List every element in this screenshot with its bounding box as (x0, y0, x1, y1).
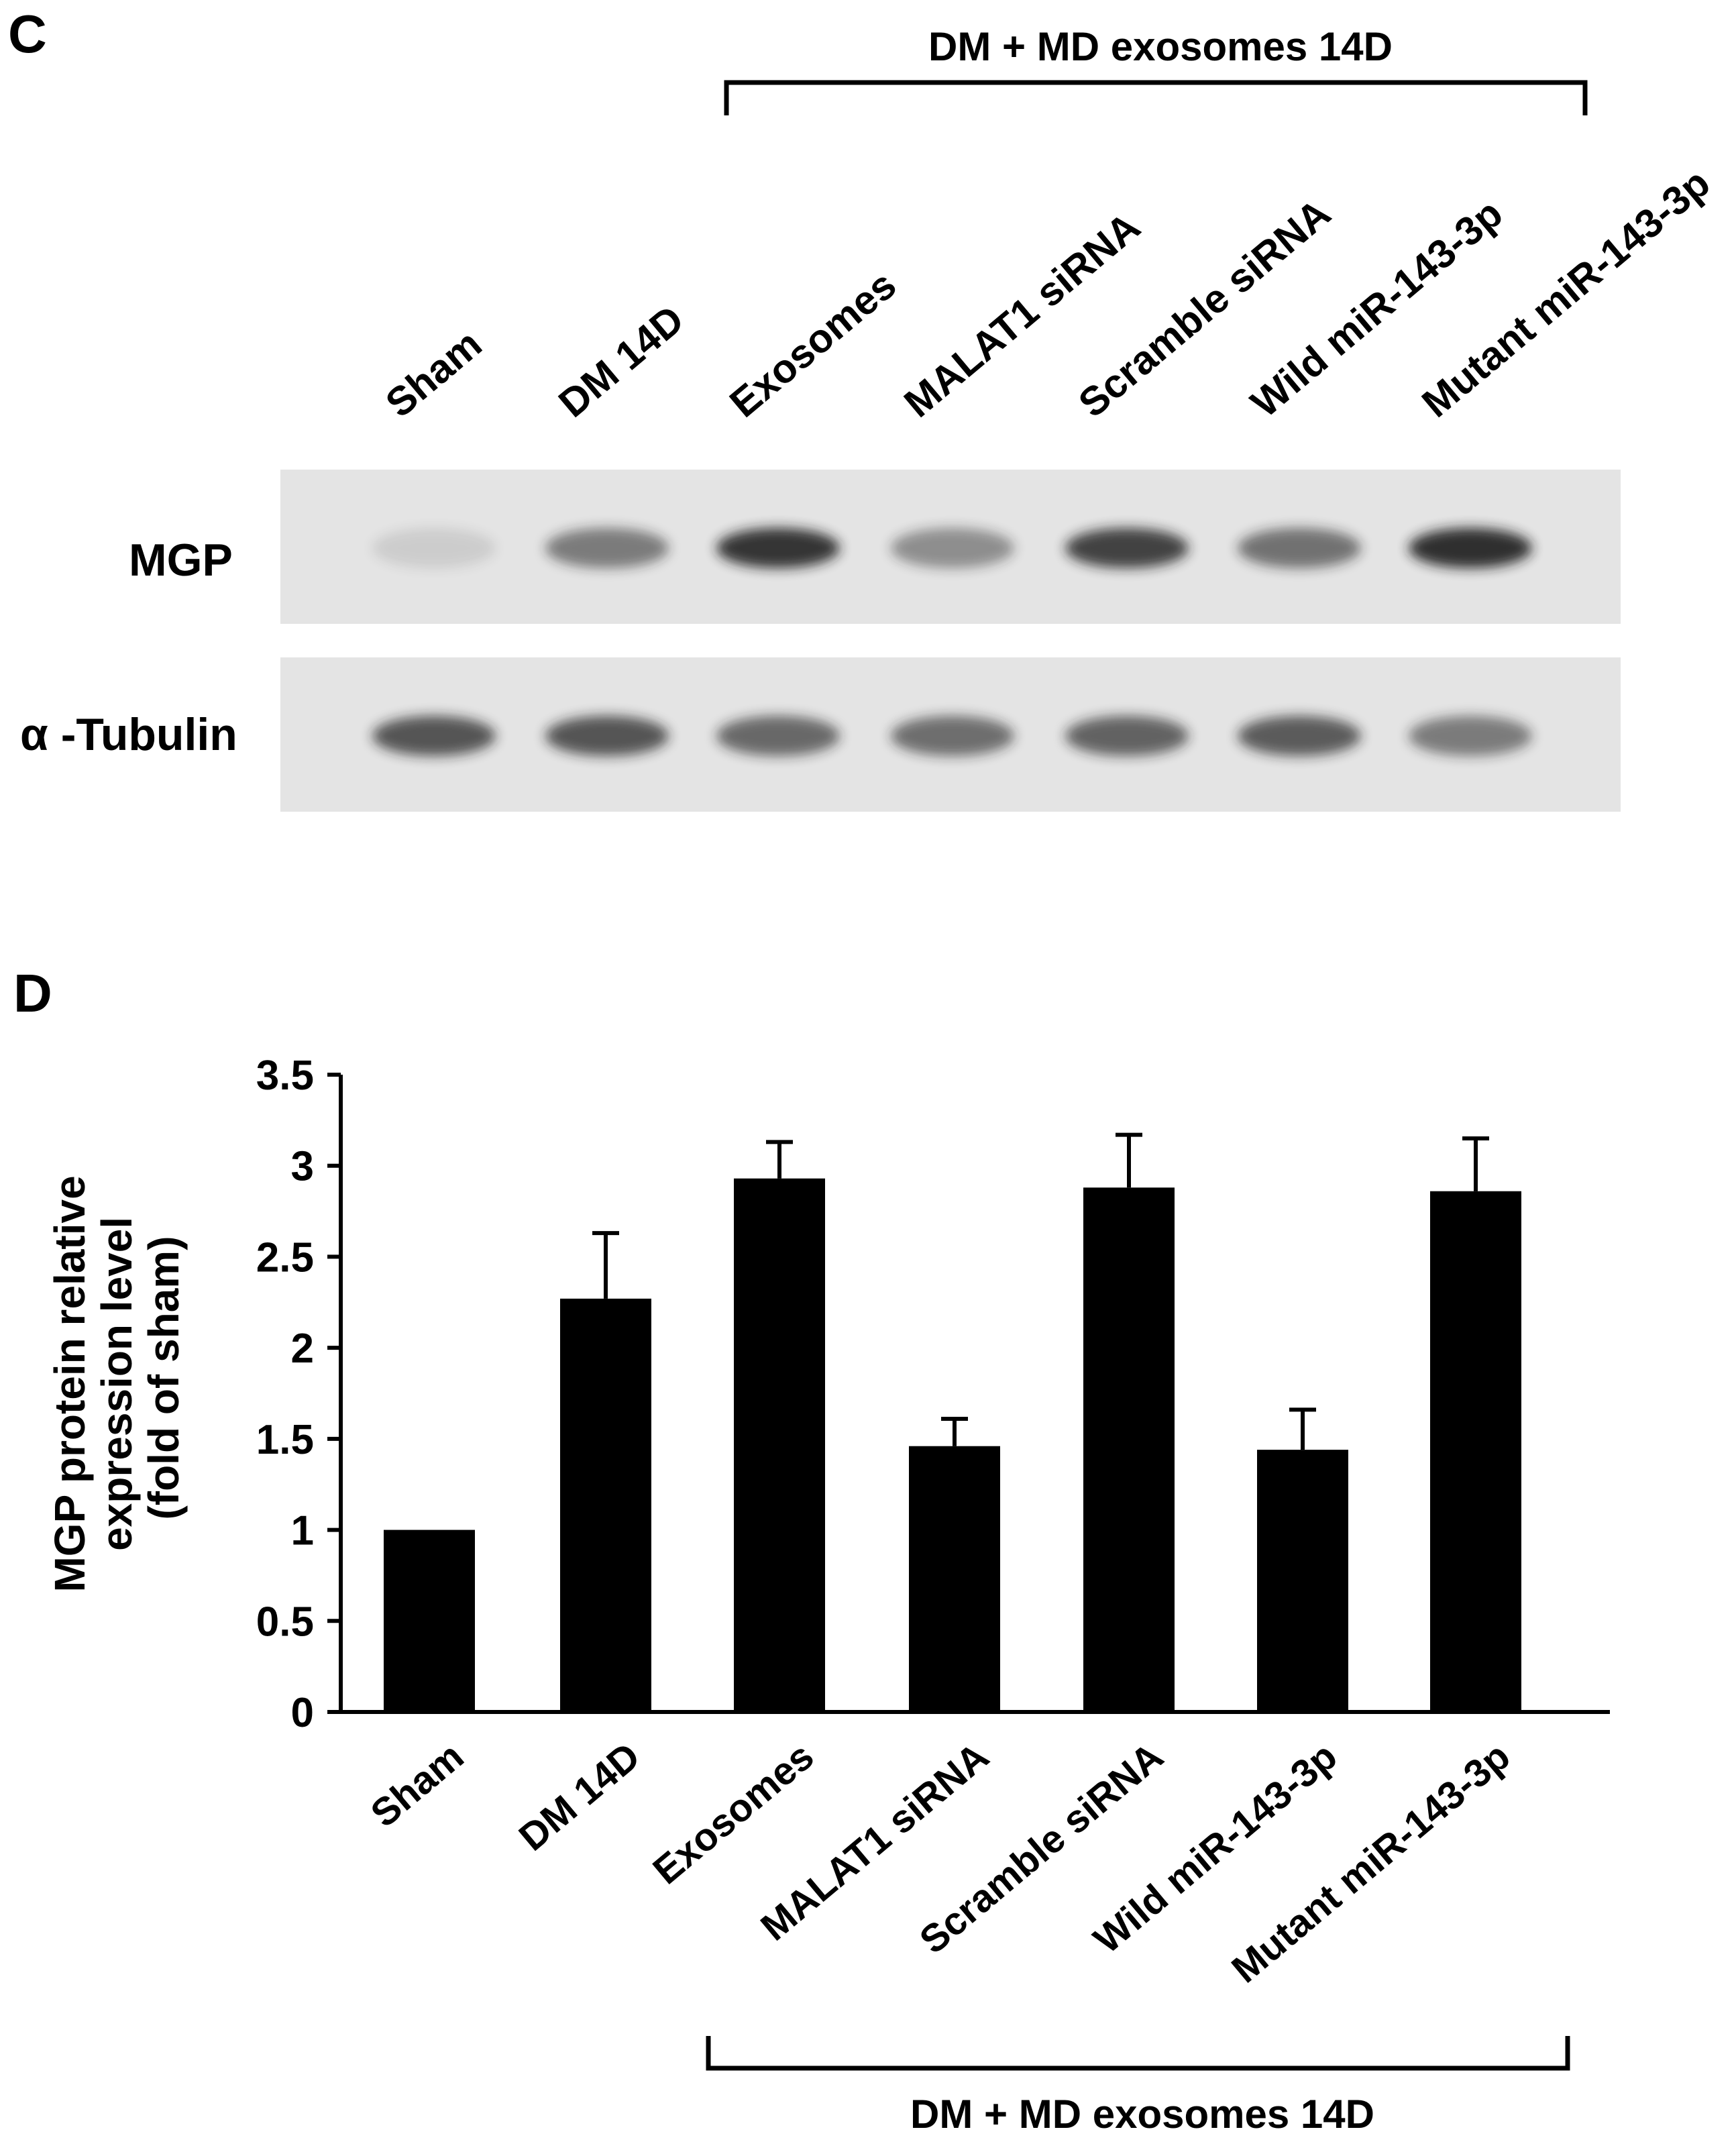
bar-dm-14d (560, 1298, 651, 1712)
y-axis: 0 0.5 1 1.5 2 2.5 3 3.5 (256, 1053, 343, 1736)
bar-malat1-sirna (909, 1446, 1000, 1712)
y-tick-label: 2.5 (256, 1234, 314, 1281)
band-tubulin-scramble-sirna (1065, 716, 1189, 756)
panel-c: C DM + MD exosomes 14D Sham DM 14D Exosome… (8, 4, 1719, 812)
bar-wild-mir-143-3p (1257, 1450, 1348, 1712)
y-tick-label: 1 (291, 1508, 314, 1554)
panel-c-bracket-line (724, 80, 1588, 115)
bars (384, 1178, 1521, 1712)
lane-label-sham: Sham (377, 321, 490, 426)
x-tick-label-mutant-mir-143-3p: Mutant miR-143-3p (1224, 1734, 1518, 1991)
panel-c-bracket: DM + MD exosomes 14D (724, 24, 1588, 115)
y-tick-label: 3 (291, 1144, 314, 1190)
blot-label-mgp: MGP (129, 535, 233, 586)
blot-bands (372, 528, 1532, 756)
lane-label-dm-14d: DM 14D (550, 297, 692, 426)
bar-mutant-mir-143-3p (1430, 1191, 1521, 1712)
band-tubulin-sham (372, 716, 496, 756)
y-axis-title-line-2: expression level (93, 1217, 141, 1551)
y-axis-title: MGP protein relative expression level (f… (46, 1164, 188, 1593)
band-tubulin-wild-mir-143-3p (1238, 716, 1361, 756)
panel-d: D MGP protein relative expression level … (13, 963, 1610, 2137)
band-tubulin-exosomes (716, 716, 840, 756)
error-bars (592, 1132, 1489, 1450)
panel-d-bracket-label: DM + MD exosomes 14D (910, 2092, 1374, 2137)
y-tick-label: 2 (291, 1326, 314, 1372)
lane-label-mutant-mir-143-3p: Mutant miR-143-3p (1413, 160, 1718, 426)
band-tubulin-dm-14d (545, 716, 669, 756)
bar-exosomes (734, 1178, 825, 1712)
y-tick-label: 0.5 (256, 1599, 314, 1645)
band-mgp-malat1-sirna (891, 528, 1014, 568)
panel-d-bracket: DM + MD exosomes 14D (706, 2036, 1570, 2137)
bar-scramble-sirna (1083, 1187, 1175, 1712)
x-tick-label-sham: Sham (363, 1734, 472, 1835)
lane-label-exosomes: Exosomes (721, 262, 904, 426)
y-tick-label: 3.5 (256, 1053, 314, 1099)
band-mgp-wild-mir-143-3p (1238, 528, 1361, 568)
bar-sham (384, 1530, 475, 1712)
panel-d-label: D (13, 963, 52, 1023)
panel-c-label: C (8, 4, 47, 64)
band-tubulin-mutant-mir-143-3p (1409, 716, 1532, 756)
band-mgp-mutant-mir-143-3p (1409, 528, 1532, 568)
y-tick-label: 1.5 (256, 1417, 314, 1463)
band-mgp-scramble-sirna (1065, 528, 1189, 568)
band-tubulin-malat1-sirna (891, 716, 1014, 756)
panel-d-bracket-line (706, 2036, 1570, 2071)
band-mgp-sham (372, 528, 496, 568)
blot-label-tubulin: α -Tubulin (20, 709, 237, 760)
y-tick-label: 0 (291, 1690, 314, 1736)
y-axis-title-line-3: (fold of sham) (140, 1236, 188, 1519)
band-mgp-exosomes (716, 528, 840, 568)
band-mgp-dm-14d (545, 528, 669, 568)
panel-c-bracket-label: DM + MD exosomes 14D (928, 24, 1393, 69)
x-tick-label-dm-14d: DM 14D (511, 1734, 649, 1860)
y-axis-title-line-1: MGP protein relative (46, 1175, 94, 1592)
x-tick-label-exosomes: Exosomes (645, 1734, 822, 1892)
